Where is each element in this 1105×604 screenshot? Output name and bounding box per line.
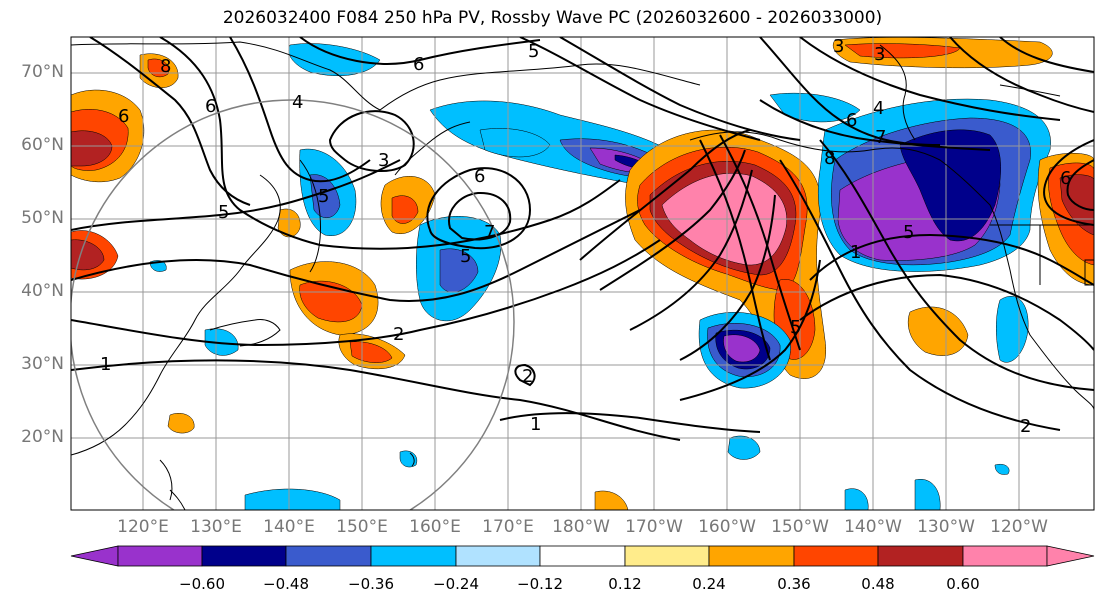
lat-label-30n: 30°N	[21, 354, 64, 374]
contour-label: 3	[874, 44, 885, 65]
lat-label-50n: 50°N	[21, 208, 64, 228]
colorbar-segment	[285, 545, 372, 567]
lat-label-70n: 70°N	[21, 62, 64, 82]
contour-label: 8	[824, 148, 835, 169]
contour-label: 5	[318, 186, 329, 207]
lon-label: 120°E	[117, 517, 169, 537]
contour-label: 2	[393, 324, 404, 345]
lon-label: 120°W	[990, 517, 1048, 537]
lon-label: 180°W	[552, 517, 610, 537]
lat-label-40n: 40°N	[21, 281, 64, 301]
contour-label: 5	[528, 41, 539, 62]
lon-label: 150°E	[336, 517, 388, 537]
contour-label: 7	[875, 127, 886, 148]
colorbar-segment	[624, 545, 710, 567]
reference-circle	[71, 99, 515, 510]
coastlines	[71, 41, 1094, 510]
lon-label: 130°E	[190, 517, 242, 537]
colorbar-segment	[201, 545, 287, 567]
contour-label: 4	[873, 98, 884, 119]
pv-contours	[71, 37, 1094, 441]
colorbar-segment	[117, 545, 203, 567]
contour-label: 6	[1060, 168, 1071, 189]
lat-label-60n: 60°N	[21, 135, 64, 155]
colorbar-low-extend	[70, 545, 119, 567]
contour-label: 8	[160, 56, 171, 77]
colorbar-segment	[877, 545, 964, 567]
colorbar-tick-label: 0.48	[861, 575, 895, 593]
colorbar-tick-label: −0.24	[433, 575, 479, 593]
lon-label: 140°W	[844, 517, 902, 537]
colorbar-segment	[539, 545, 626, 567]
lon-label: 160°W	[698, 517, 756, 537]
contour-label: 1	[530, 414, 541, 435]
contour-label: 6	[118, 106, 129, 127]
contour-label: 6	[205, 96, 216, 117]
contour-label: 3	[378, 150, 389, 171]
colorbar-segment	[962, 545, 1048, 567]
colorbar-tick-label: 0.12	[608, 575, 642, 593]
map-title: 2026032400 F084 250 hPa PV, Rossby Wave …	[222, 8, 883, 28]
colorbar-tick-label: −0.60	[179, 575, 225, 593]
colorbar-tick-label: −0.36	[348, 575, 394, 593]
colorbar-tick-label: 0.24	[692, 575, 726, 593]
contour-label: 5	[218, 202, 229, 223]
colorbar-tick-label: −0.48	[263, 575, 309, 593]
contour-label: 1	[850, 242, 861, 263]
contour-label: 2	[522, 366, 533, 387]
colorbar-segment	[708, 545, 795, 567]
plot-frame	[70, 36, 1095, 511]
contour-label: 3	[833, 36, 844, 57]
colorbar-tick-label: −0.12	[517, 575, 563, 593]
contour-label: 7	[484, 222, 495, 243]
contour-label: 6	[413, 54, 424, 75]
contour-label: 2	[1020, 416, 1031, 437]
contour-label: 1	[100, 354, 111, 375]
lon-label: 160°E	[409, 517, 461, 537]
contour-label: 5	[790, 317, 801, 338]
colorbar-segment	[793, 545, 879, 567]
colorbar-high-extend	[1046, 545, 1095, 567]
contour-label: 5	[460, 246, 471, 267]
pv-shading	[71, 37, 1094, 510]
lon-label: 140°E	[263, 517, 315, 537]
lat-label-20n: 20°N	[21, 427, 64, 447]
colorbar-tick-label: 0.60	[946, 575, 980, 593]
colorbar	[70, 545, 1095, 567]
lon-label: 170°W	[625, 517, 683, 537]
contour-label: 6	[846, 110, 857, 131]
lon-label: 170°E	[482, 517, 534, 537]
contour-label: 6	[474, 166, 485, 187]
colorbar-segment	[370, 545, 457, 567]
contour-label: 4	[292, 92, 303, 113]
colorbar-segment	[455, 545, 541, 567]
contour-labels: 6 8 6 4 5 3 5 6 7 5 2 1 2 1 5 6 7 8 4 3 …	[100, 36, 1071, 437]
lon-label: 150°W	[771, 517, 829, 537]
colorbar-tick-label: 0.36	[777, 575, 811, 593]
contour-label: 5	[903, 222, 914, 243]
lon-label: 130°W	[917, 517, 975, 537]
map-content: 6 8 6 4 5 3 5 6 7 5 2 1 2 1 5 6 7 8 4 3 …	[71, 36, 1094, 510]
